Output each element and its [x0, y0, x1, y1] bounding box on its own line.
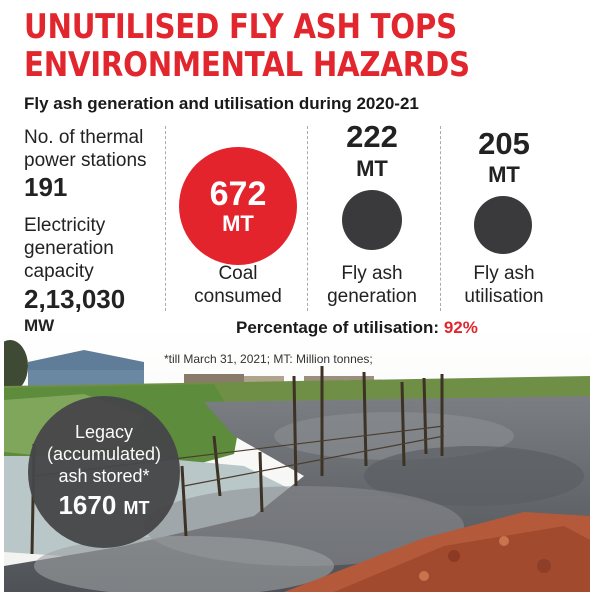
- capacity-label-line-1: Electricity: [24, 215, 106, 236]
- capacity-label-line-2: generation: [24, 238, 114, 259]
- coal-label-line-1: Coal: [218, 263, 258, 284]
- coal-value: 672: [209, 175, 267, 213]
- coal-unit: MT: [222, 211, 254, 236]
- legacy-line-2: (accumulated): [46, 443, 162, 464]
- utilisation-label-line-2: utilisation: [464, 286, 544, 307]
- utilisation-value: 205: [478, 126, 530, 161]
- percentage-value: 92%: [443, 318, 478, 337]
- generation-value: 222: [346, 119, 398, 154]
- legacy-unit: MT: [123, 497, 150, 518]
- stations-label-line-1: No. of thermal: [24, 127, 144, 148]
- generation-circle: [342, 190, 402, 250]
- legacy-value-row: 1670 MT: [58, 489, 149, 524]
- utilisation-circle: [474, 196, 532, 254]
- percentage-label: Percentage of utilisation:: [236, 318, 440, 337]
- divider: [165, 126, 166, 311]
- coal-consumed-circle: 672 MT: [179, 147, 297, 265]
- generation-label-line-2: generation: [327, 286, 417, 307]
- capacity-unit: MW: [24, 316, 55, 335]
- utilisation-percentage: Percentage of utilisation: 92%: [236, 318, 478, 338]
- capacity-label-line-3: capacity: [24, 261, 94, 282]
- legacy-ash-circle: Legacy (accumulated) ash stored* 1670 MT: [28, 396, 180, 548]
- generation-label-line-1: Fly ash: [341, 263, 403, 284]
- generation-unit: MT: [356, 156, 388, 181]
- headline-line-1: UNUTILISED FLY ASH TOPS: [24, 7, 457, 47]
- stations-value: 191: [24, 172, 68, 202]
- capacity-value: 2,13,030: [24, 284, 126, 314]
- subtitle: Fly ash generation and utilisation durin…: [24, 94, 419, 113]
- coal-label-line-2: consumed: [194, 286, 282, 307]
- stations-label-line-2: power stations: [24, 150, 147, 171]
- headline: UNUTILISED FLY ASH TOPS ENVIRONMENTAL HA…: [24, 8, 470, 84]
- legacy-value: 1670: [58, 489, 117, 520]
- utilisation-label-line-1: Fly ash: [473, 263, 535, 284]
- legacy-line-3: ash stored*: [58, 465, 150, 486]
- headline-line-2: ENVIRONMENTAL HAZARDS: [24, 45, 470, 85]
- divider: [440, 126, 441, 311]
- legacy-line-1: Legacy: [74, 421, 134, 442]
- infographic: UNUTILISED FLY ASH TOPS ENVIRONMENTAL HA…: [4, 6, 590, 592]
- utilisation-unit: MT: [488, 162, 520, 187]
- divider: [307, 126, 308, 311]
- footnote: *till March 31, 2021; MT: Million tonnes…: [164, 352, 373, 366]
